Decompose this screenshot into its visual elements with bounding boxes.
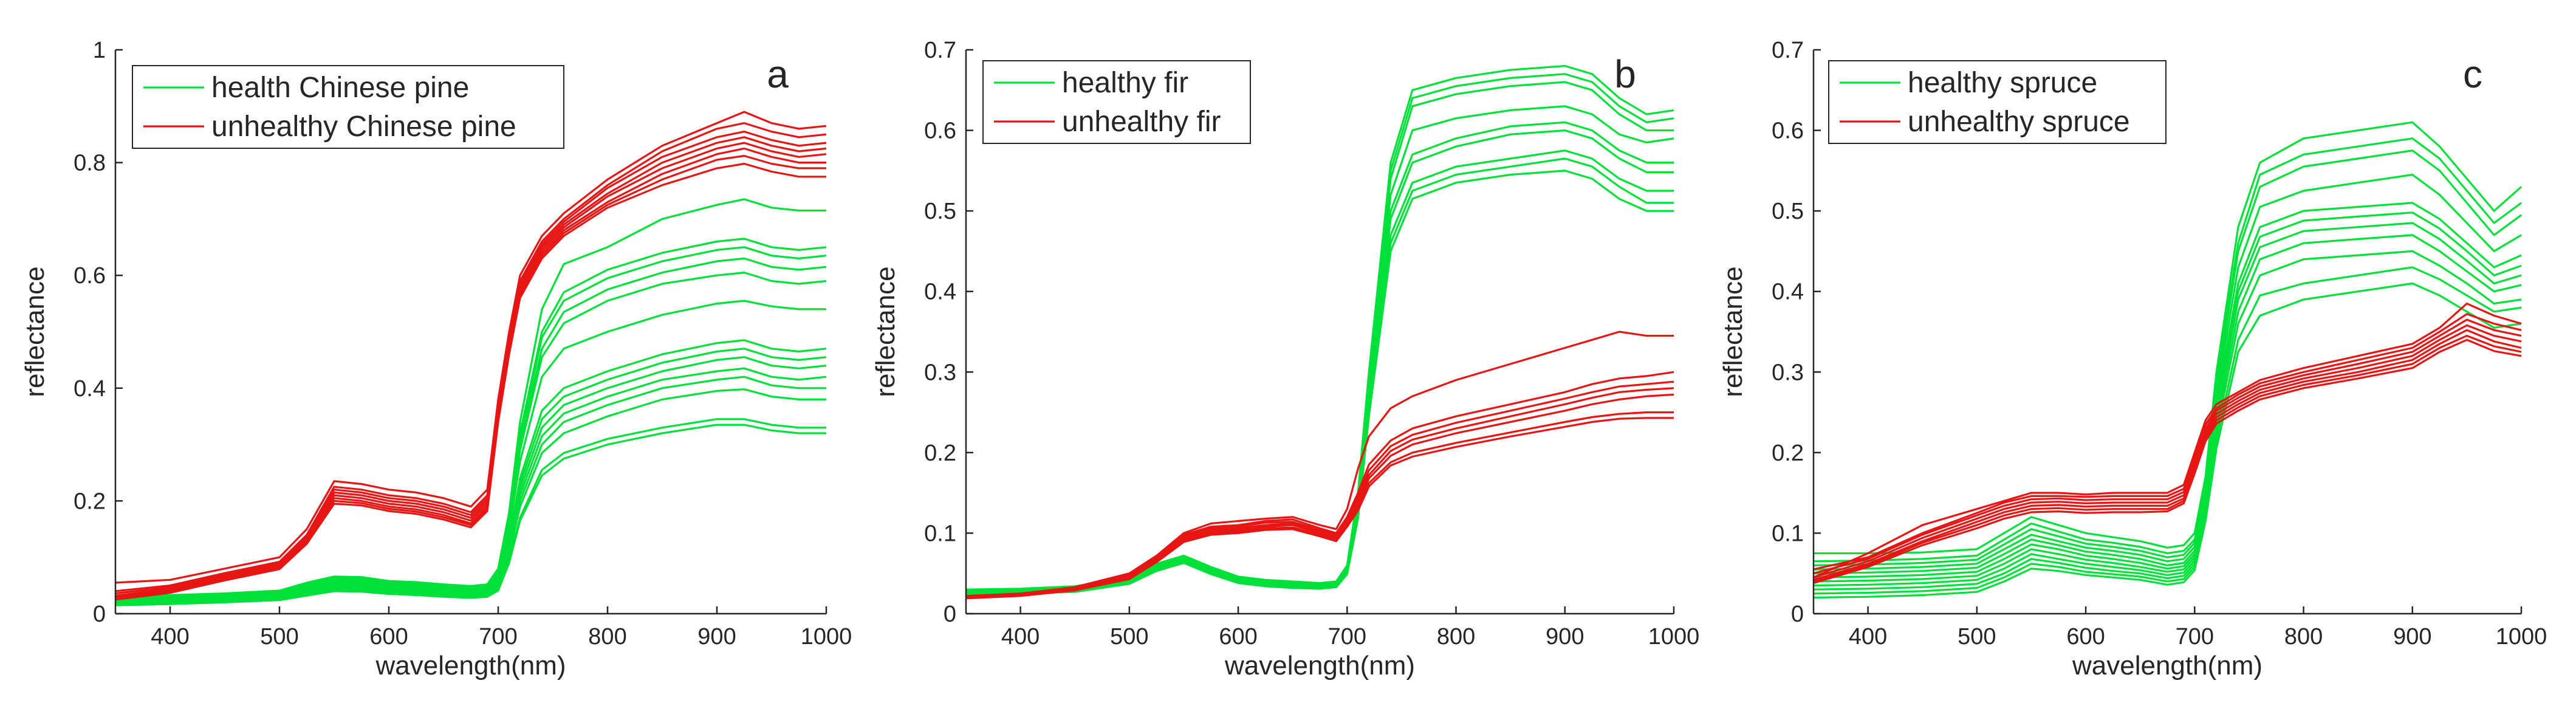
legend-entry-label: unhealthy fir: [1062, 106, 1221, 138]
x-tick-label: 400: [151, 624, 189, 650]
y-tick-label: 0.1: [1772, 521, 1804, 546]
y-tick-label: 0.3: [1772, 360, 1804, 385]
series-line-unhealthy: [1813, 313, 2522, 571]
y-tick-label: 0.6: [1772, 118, 1804, 144]
y-tick-label: 0: [1791, 602, 1804, 627]
chart-panel-c: 400 500 600 700 800 900 1000 0 0.1 0.2 0.3 0.4 0.5 0.…: [1718, 38, 2547, 681]
series-line-healthy: [115, 388, 826, 605]
y-tick-label: 0.8: [74, 151, 106, 176]
series-line-healthy: [1813, 266, 2522, 595]
y-tick-label: 0.5: [1772, 199, 1804, 224]
series-line-healthy: [115, 198, 826, 598]
y-tick-label: 0.7: [1772, 38, 1804, 63]
legend-box: [132, 65, 564, 149]
x-tick-label: 800: [2284, 624, 2323, 650]
series-line-healthy: [115, 272, 827, 602]
series-line-healthy: [1813, 173, 2522, 571]
y-tick-label: 0.3: [924, 360, 956, 385]
y-tick-label: 0.4: [74, 376, 106, 402]
x-tick-label: 500: [1958, 624, 1996, 650]
x-axis-label: wavelength(nm): [375, 651, 566, 681]
legend-entry-label: healthy spruce: [1908, 67, 2097, 99]
x-tick-label: 800: [588, 624, 626, 650]
legend-entry-label: unhealthy spruce: [1908, 106, 2130, 138]
x-axis-label: wavelength(nm): [1224, 651, 1415, 681]
x-tick-label: 600: [369, 624, 408, 650]
x-tick-label: 900: [697, 624, 736, 650]
y-tick-label: 0.4: [1772, 279, 1804, 305]
legend-entry-label: health Chinese pine: [211, 72, 469, 104]
legend: healthy fir unhealthy fir: [982, 60, 1251, 144]
series-line-unhealthy: [965, 371, 1674, 597]
series-group: [965, 64, 1674, 600]
series-group: [115, 111, 827, 606]
series-line-healthy: [1813, 211, 2522, 578]
x-tick-label: 700: [2176, 624, 2214, 650]
y-axis-label: reflectance: [871, 266, 900, 397]
series-line-unhealthy: [1813, 303, 2522, 578]
x-tick-label: 1000: [1648, 624, 1700, 650]
series-line-healthy: [115, 339, 827, 603]
x-tick-label: 900: [1546, 624, 1584, 650]
x-tick-label: 1000: [801, 624, 852, 650]
x-tick-label: 600: [1219, 624, 1257, 650]
x-axis-label: wavelength(nm): [2072, 651, 2263, 681]
legend: healthy spruce unhealthy spruce: [1828, 60, 2167, 144]
x-tick-label: 700: [1328, 624, 1366, 650]
y-tick-label: 0: [944, 602, 956, 627]
legend-entry-label: unhealthy Chinese pine: [211, 111, 516, 143]
series-line-healthy: [1813, 234, 2522, 587]
y-tick-label: 0: [93, 602, 106, 627]
y-axis-label: reflectance: [1718, 266, 1748, 397]
x-tick-label: 600: [2066, 624, 2105, 650]
legend: health Chinese pine unhealthy Chinese pin…: [132, 65, 564, 149]
y-axis-label: reflectance: [20, 266, 50, 397]
x-tick-label: 900: [2393, 624, 2431, 650]
series-line-healthy: [115, 300, 826, 603]
chart-panel-b: 400 500 600 700 800 900 1000 0 0.1 0.2 0.3 0.4 0.5 0.…: [871, 38, 1699, 681]
series-line-unhealthy: [1813, 318, 2522, 575]
y-tick-label: 0.6: [74, 263, 106, 289]
y-tick-label: 0.7: [924, 38, 956, 63]
x-tick-label: 700: [479, 624, 517, 650]
series-line-healthy: [1813, 202, 2522, 575]
x-tick-label: 800: [1437, 624, 1475, 650]
legend-entry-label: healthy fir: [1062, 67, 1188, 99]
y-tick-label: 0.2: [924, 441, 956, 466]
series-line-healthy: [115, 424, 826, 606]
x-tick-label: 400: [1001, 624, 1040, 650]
x-tick-label: 400: [1849, 624, 1887, 650]
y-tick-label: 0.1: [924, 521, 956, 546]
x-tick-label: 1000: [2496, 624, 2547, 650]
series-line-healthy: [1813, 250, 2522, 591]
series-line-healthy: [1813, 282, 2522, 599]
panel-label: c: [2463, 52, 2482, 96]
series-line-healthy: [1813, 222, 2522, 583]
series-line-healthy: [1813, 149, 2522, 567]
x-tick-label: 500: [260, 624, 298, 650]
panel-label: b: [1614, 52, 1636, 96]
series-group: [1813, 121, 2523, 599]
y-tick-label: 0.6: [924, 118, 956, 144]
legend-box: [1828, 60, 2167, 144]
series-line-healthy: [115, 246, 827, 600]
y-tick-label: 0.4: [924, 279, 956, 305]
series-line-healthy: [965, 170, 1674, 595]
series-line-healthy: [1813, 137, 2522, 563]
series-line-unhealthy: [965, 417, 1674, 600]
chart-panel-a: 400 500 600 700 800 900 1000 0 0.2 0.4 0.6 0.8 1 wave…: [20, 38, 852, 681]
x-tick-label: 500: [1110, 624, 1148, 650]
y-tick-label: 0.2: [1772, 441, 1804, 466]
series-line-unhealthy: [115, 162, 826, 601]
y-tick-label: 0.5: [924, 199, 956, 224]
panel-label: a: [767, 52, 789, 96]
series-line-unhealthy: [965, 331, 1674, 597]
series-line-unhealthy: [1813, 324, 2522, 578]
legend-box: [982, 60, 1251, 144]
y-tick-label: 0.2: [74, 489, 106, 514]
y-tick-label: 1: [93, 38, 106, 63]
series-line-healthy: [1814, 121, 2523, 555]
series-line-unhealthy: [1813, 338, 2522, 585]
